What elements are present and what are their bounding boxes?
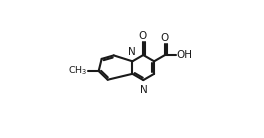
Text: CH$_3$: CH$_3$ [68,65,87,77]
Text: N: N [128,47,136,57]
Text: N: N [140,85,148,95]
Text: OH: OH [176,50,192,60]
Text: O: O [160,33,169,43]
Text: O: O [139,31,147,41]
